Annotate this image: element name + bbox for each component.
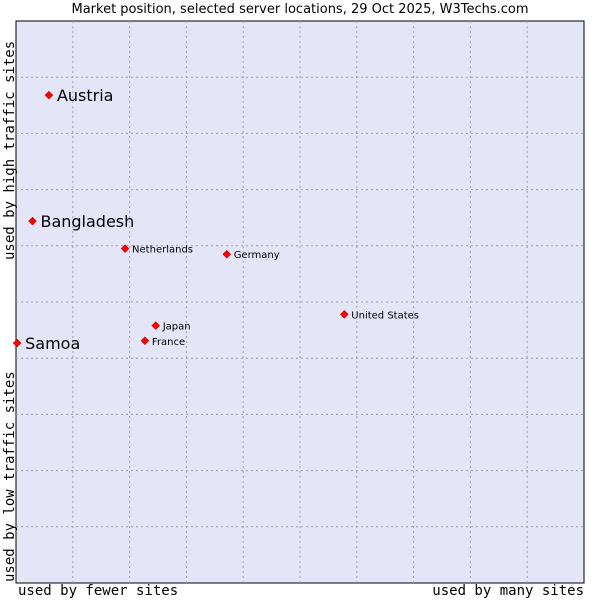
point-samoa (12, 338, 22, 348)
point-netherlands (120, 244, 130, 253)
x-axis-label-many: used by many sites (432, 583, 584, 599)
grid (16, 21, 584, 583)
data-points: Austria Bangladesh Samoa Netherlands Germany… (12, 86, 419, 353)
point-germany (222, 249, 232, 259)
point-japan (151, 321, 161, 330)
point-austria (44, 90, 54, 100)
point-label-united-states: United States (351, 310, 419, 321)
y-axis-label-high: used by high traffic sites (2, 40, 18, 260)
point-label-germany: Germany (234, 250, 280, 261)
point-france (140, 336, 150, 346)
point-label-japan: Japan (162, 322, 191, 333)
chart-title: Market position, selected server locatio… (71, 2, 529, 17)
point-label-austria: Austria (57, 86, 114, 105)
point-label-france: France (152, 337, 185, 348)
point-label-bangladesh: Bangladesh (40, 212, 134, 231)
point-label-netherlands: Netherlands (132, 245, 193, 256)
x-axis-label-fewer: used by fewer sites (18, 583, 179, 599)
point-bangladesh (28, 216, 37, 226)
y-axis-label-low: used by low traffic sites (2, 371, 18, 582)
point-label-samoa: Samoa (25, 334, 80, 353)
point-united-states (339, 310, 349, 319)
